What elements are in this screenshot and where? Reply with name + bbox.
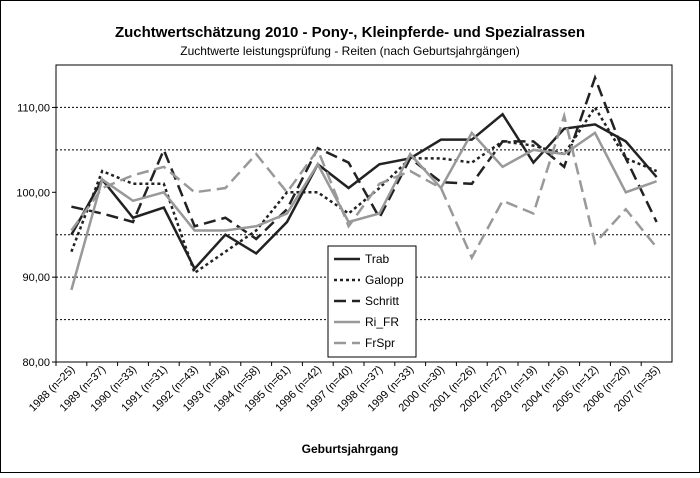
y-tick-label: 110,00 bbox=[17, 102, 50, 114]
legend-label: Galopp bbox=[365, 273, 404, 287]
chart-subtitle: Zuchtwerte leistungsprüfung - Reiten (na… bbox=[180, 44, 520, 58]
legend-label: Trab bbox=[365, 252, 390, 266]
series-line bbox=[70, 130, 658, 291]
series-line bbox=[70, 105, 658, 275]
series-line bbox=[70, 111, 658, 261]
y-tick-label: 100,00 bbox=[16, 187, 50, 199]
y-tick-label: 80,00 bbox=[22, 357, 50, 369]
legend-label: Ri_FR bbox=[365, 315, 399, 329]
y-tick-label: 90,00 bbox=[22, 272, 50, 284]
legend-label: FrSpr bbox=[365, 336, 395, 350]
legend-label: Schritt bbox=[365, 294, 400, 308]
x-axis-label: Geburtsjahrgang bbox=[302, 442, 399, 456]
series-line bbox=[71, 74, 658, 241]
chart-title: Zuchtwertschätzung 2010 - Pony-, Kleinpf… bbox=[115, 24, 585, 41]
